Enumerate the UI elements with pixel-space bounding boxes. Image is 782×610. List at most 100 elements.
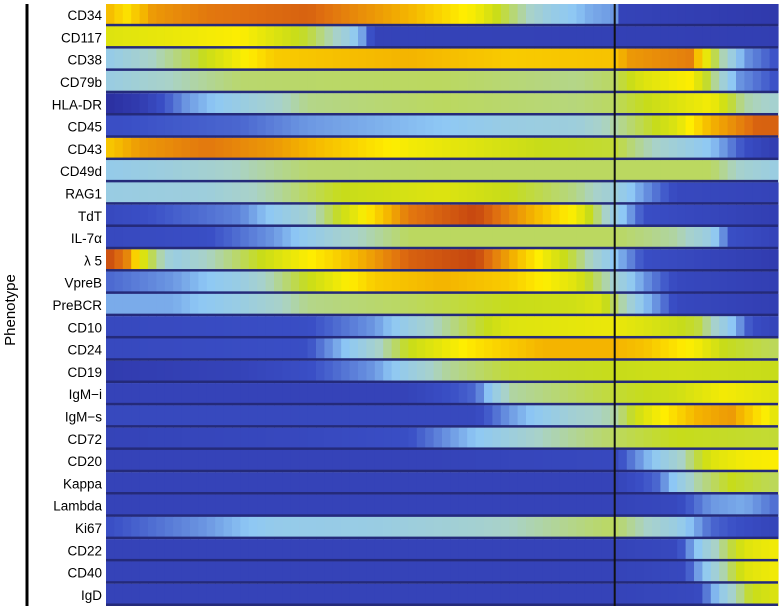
heatmap-cell [358,249,367,272]
heatmap-cell [248,182,258,205]
heatmap-cell [542,182,552,205]
heatmap-cell [206,449,216,473]
heatmap-cell [391,249,401,272]
heatmap-cell [702,405,712,428]
heatmap-cell [307,360,317,384]
heatmap-cell [677,449,687,473]
heatmap-cell [442,182,451,205]
heatmap-cell [383,494,393,517]
heatmap-cell [316,449,325,473]
heatmap-cell [710,472,720,495]
heatmap-cell [349,405,359,428]
heatmap-cell [458,137,468,161]
heatmap-cell [769,137,779,161]
heatmap-cell [324,293,334,317]
heatmap-cell [500,249,510,272]
heatmap-cell [475,516,485,540]
heatmap-cell [299,449,309,473]
heatmap-cell [652,405,661,428]
heatmap-cell [391,182,401,205]
heatmap-cell [534,427,544,450]
heatmap-cell [324,271,334,294]
heatmap-cell [265,26,275,49]
heatmap-cell [139,405,149,428]
heatmap-cell [542,271,552,294]
heatmap-cell [358,70,367,94]
heatmap-cell [559,405,569,428]
heatmap-cell [551,338,561,361]
heatmap-cell [265,472,275,495]
heatmap-cell [358,4,367,27]
heatmap-cell [349,26,359,49]
heatmap-cell [685,316,695,339]
heatmap-cell [391,360,401,384]
heatmap-cell [366,494,376,517]
heatmap-cell [433,93,443,116]
heatmap-cell [761,472,771,495]
heatmap-cell [324,316,334,339]
heatmap-cell [148,561,157,584]
heatmap-cell [332,561,342,584]
heatmap-cell [458,249,468,272]
heatmap-cell [467,93,477,116]
heatmap-cell [122,494,132,517]
heatmap-cell [366,427,376,450]
heatmap-cell [727,4,737,27]
heatmap-cell [366,405,376,428]
heatmap-cell [391,4,401,27]
heatmap-cell [198,160,208,183]
heatmap-cell [265,70,275,94]
row-label: CD38 [67,53,102,68]
heatmap-cell [215,271,225,294]
heatmap-cell [668,204,678,227]
heatmap-cell [761,182,771,205]
heatmap-cell [559,449,569,473]
heatmap-cell [710,449,720,473]
heatmap-cell [517,93,527,116]
heatmap-cell [542,383,552,406]
heatmap-cell [685,249,695,272]
heatmap-cell [349,137,359,161]
heatmap-cell [232,583,241,606]
heatmap-cell [618,449,628,473]
heatmap-cell [601,494,611,517]
heatmap-cell [139,338,149,361]
heatmap-cell [568,338,577,361]
heatmap-cell [248,293,258,317]
heatmap-cell [156,70,166,94]
heatmap-cell [509,137,519,161]
heatmap-cell [366,93,376,116]
heatmap-cell [173,405,183,428]
heatmap-cell [282,360,292,384]
heatmap-cell [719,271,729,294]
row-label: IgM−s [65,409,102,424]
heatmap-cell [467,539,477,562]
heatmap-cell [400,383,409,406]
heatmap-cell [122,383,132,406]
heatmap-cell [702,204,712,227]
heatmap-cell [677,48,687,71]
heatmap-cell [551,249,561,272]
heatmap-cell [190,583,199,606]
heatmap-cell [215,115,225,138]
heatmap-cell [366,226,376,250]
heatmap-cell [719,182,729,205]
heatmap-cell [324,204,334,227]
heatmap-cell [282,48,292,71]
heatmap-cell [131,115,141,138]
heatmap-cell [324,360,334,384]
heatmap-cell [282,249,292,272]
heatmap-cell [366,204,376,227]
heatmap-cell [551,427,561,450]
heatmap-cell [114,539,124,562]
heatmap-cell [526,182,535,205]
heatmap-cell [660,561,670,584]
heatmap-cell [274,160,283,183]
heatmap-cell [660,160,670,183]
heatmap-cell [576,204,586,227]
heatmap-cell [694,249,703,272]
heatmap-cell [265,271,275,294]
heatmap-cell [752,561,762,584]
heatmap-cell [542,48,552,71]
heatmap-cell [584,472,594,495]
